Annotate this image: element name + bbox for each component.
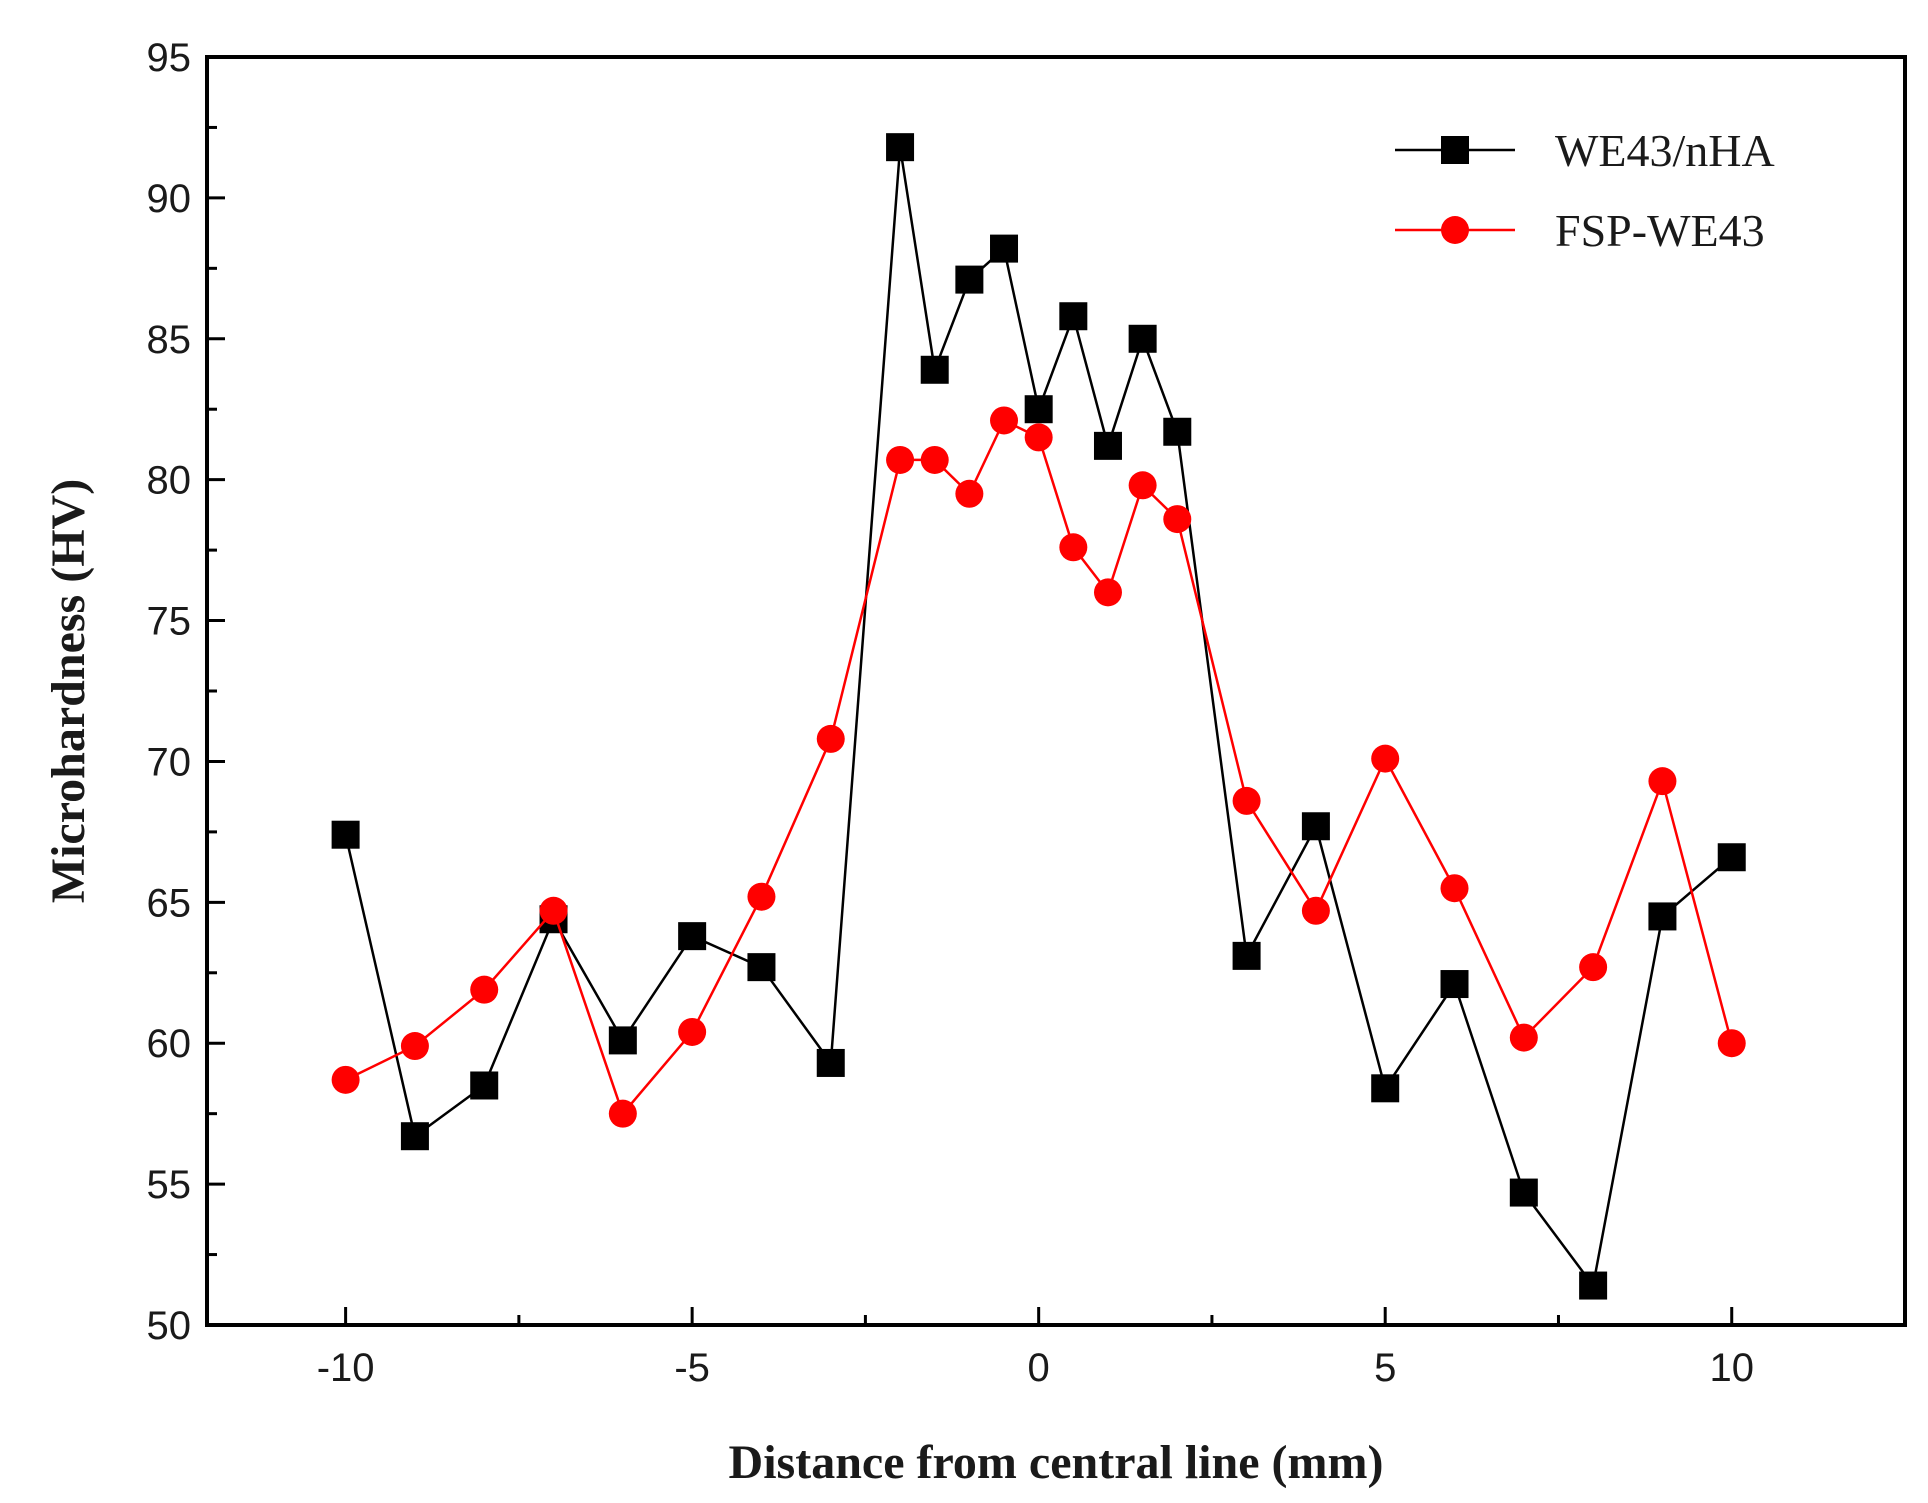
- data-point: [1163, 505, 1192, 534]
- x-tick-label: -10: [317, 1346, 375, 1390]
- legend-item: FSP-WE43: [1395, 205, 1765, 256]
- y-tick-label: 70: [147, 740, 192, 784]
- data-point: [955, 479, 984, 508]
- axis-layer: 50 55 60 65 70 75 80 85 90 95 -10 -5 0 5 10: [147, 36, 1907, 1390]
- data-point: [990, 406, 1019, 435]
- data-point: [886, 445, 915, 474]
- data-point: [608, 1099, 637, 1128]
- y-tick-label: 75: [147, 600, 192, 644]
- data-point: [816, 724, 845, 753]
- legend-marker: [1441, 136, 1469, 164]
- data-point: [1163, 417, 1192, 446]
- x-tick-label: -5: [674, 1346, 710, 1390]
- data-point: [1509, 1178, 1538, 1207]
- legend: WE43/nHA FSP-WE43: [1395, 125, 1775, 256]
- data-point: [678, 922, 707, 951]
- y-axis-title: Microhardness (HV): [42, 479, 95, 903]
- data-point: [920, 445, 949, 474]
- data-point: [1717, 1029, 1746, 1058]
- data-point: [816, 1048, 845, 1077]
- legend-label: FSP-WE43: [1555, 205, 1765, 256]
- data-point: [1579, 953, 1608, 982]
- data-point: [1371, 1074, 1400, 1103]
- data-point: [747, 953, 776, 982]
- y-tick-label: 90: [147, 177, 192, 221]
- legend-label: WE43/nHA: [1555, 125, 1775, 176]
- data-point: [1128, 471, 1157, 500]
- data-point: [539, 896, 568, 925]
- y-tick-label: 60: [147, 1022, 192, 1066]
- data-point: [1232, 786, 1261, 815]
- data-point: [1128, 324, 1157, 353]
- y-tick-label: 95: [147, 36, 192, 80]
- y-tick-label: 50: [147, 1304, 192, 1348]
- data-point: [1717, 843, 1746, 872]
- data-point: [1440, 970, 1469, 999]
- data-point: [1024, 423, 1053, 452]
- x-tick-label: 10: [1709, 1346, 1754, 1390]
- data-point: [1509, 1023, 1538, 1052]
- data-point: [747, 882, 776, 911]
- data-point: [1059, 533, 1088, 562]
- data-point: [470, 1071, 499, 1100]
- data-point: [1093, 578, 1122, 607]
- data-point: [1059, 302, 1088, 331]
- data-point: [955, 265, 984, 294]
- y-tick-label: 85: [147, 318, 192, 362]
- x-tick-label: 5: [1374, 1346, 1396, 1390]
- data-point: [1440, 874, 1469, 903]
- data-point: [331, 820, 360, 849]
- data-point: [470, 975, 499, 1004]
- series-2: [331, 406, 1746, 1128]
- y-tick-label: 80: [147, 459, 192, 503]
- series-layer: [331, 133, 1746, 1300]
- data-point: [1093, 431, 1122, 460]
- data-point: [1301, 896, 1330, 925]
- data-point: [331, 1065, 360, 1094]
- data-point: [1579, 1271, 1608, 1300]
- data-point: [608, 1026, 637, 1055]
- x-tick-label: 0: [1028, 1346, 1050, 1390]
- series-1: [331, 133, 1746, 1300]
- x-axis-title: Distance from central line (mm): [729, 1436, 1384, 1489]
- data-point: [1648, 902, 1677, 931]
- data-point: [1648, 767, 1677, 796]
- data-point: [1301, 812, 1330, 841]
- legend-marker: [1441, 216, 1469, 244]
- legend-item: WE43/nHA: [1395, 125, 1775, 176]
- y-tick-label: 55: [147, 1163, 192, 1207]
- data-point: [920, 355, 949, 384]
- data-point: [1024, 395, 1053, 424]
- data-point: [1371, 744, 1400, 773]
- data-point: [678, 1017, 707, 1046]
- data-point: [1232, 941, 1261, 970]
- data-point: [400, 1122, 429, 1151]
- data-point: [886, 133, 915, 162]
- data-point: [400, 1032, 429, 1061]
- data-point: [990, 234, 1019, 263]
- y-tick-label: 65: [147, 881, 192, 925]
